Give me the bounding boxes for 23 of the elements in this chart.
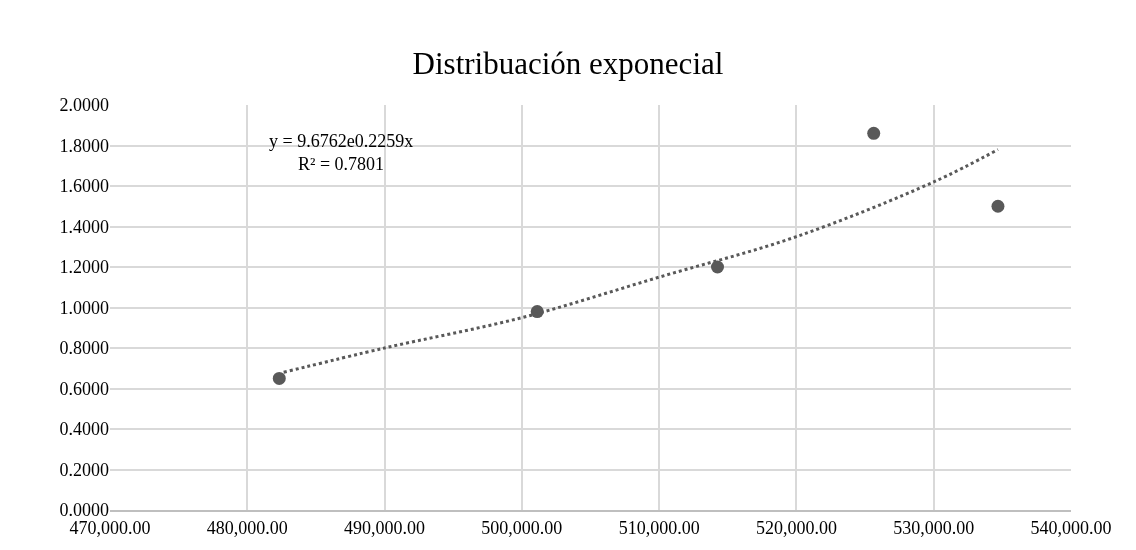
y-tick-label: 0.4000	[59, 419, 109, 440]
x-tick-label: 480,000.00	[206, 517, 288, 538]
y-tick-label: 0.6000	[59, 378, 109, 399]
y-tick-label: 1.4000	[59, 216, 109, 237]
x-tick-label: 500,000.00	[481, 517, 563, 538]
y-tick-label: 1.8000	[59, 135, 109, 156]
point	[867, 126, 881, 140]
y-tick-label: 2.0000	[59, 95, 109, 116]
y-tick-label: 1.0000	[59, 297, 109, 318]
point	[272, 371, 286, 385]
point	[991, 199, 1005, 213]
y-tick-label: 0.2000	[59, 459, 109, 480]
x-tick-label: 490,000.00	[344, 517, 426, 538]
x-tick-label: 530,000.00	[893, 517, 975, 538]
annotation: y = 9.6762e0.2259x R² = 0.7801	[269, 131, 414, 175]
x-tick-label: 510,000.00	[618, 517, 700, 538]
y-tick-label: 0.8000	[59, 338, 109, 359]
point	[711, 260, 724, 274]
chart-title: Distribuación exponecial	[412, 45, 724, 81]
y-tick-label: 1.2000	[59, 257, 109, 278]
y-tick-label: 1.6000	[59, 176, 109, 197]
x-tick-label: 540,000.00	[1030, 517, 1112, 538]
x-tick-label: 520,000.00	[755, 517, 837, 538]
